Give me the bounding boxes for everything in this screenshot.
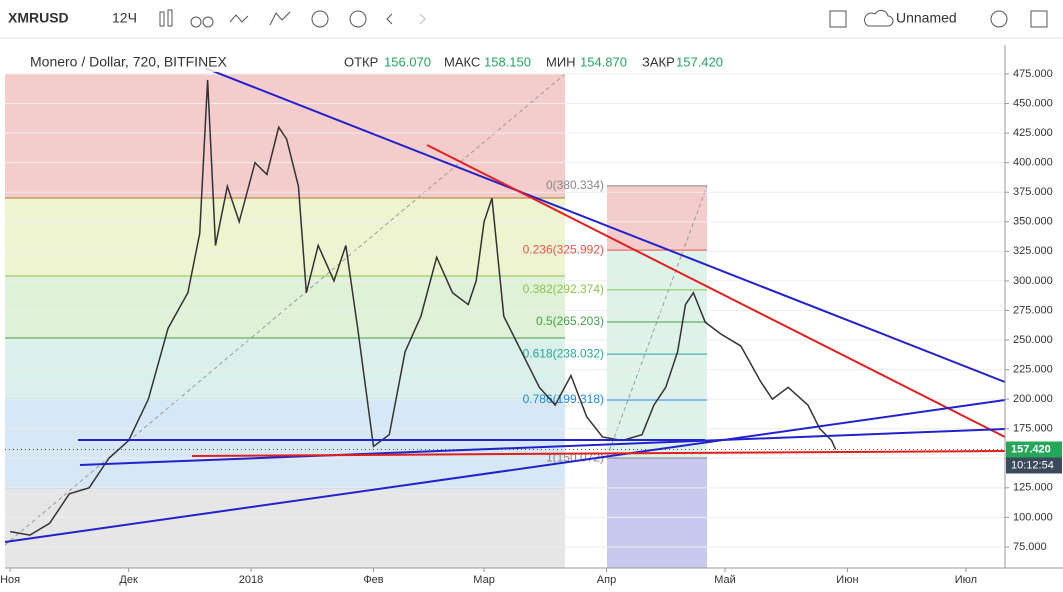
fib-label: 0.618(238.032) <box>523 346 604 360</box>
axes: 75.000100.000125.000150.000175.000200.00… <box>0 68 1062 586</box>
high-value: 158.150 <box>484 54 531 69</box>
trendlines <box>4 67 1006 543</box>
price-axis <box>1005 45 1063 568</box>
x-tick-label: Фев <box>363 574 383 586</box>
countdown-box <box>1006 457 1062 474</box>
fib-right <box>606 185 708 568</box>
x-tick-label: Июл <box>955 574 977 586</box>
y-tick-label: 350.000 <box>1013 216 1053 228</box>
y-tick-label: 300.000 <box>1013 275 1053 287</box>
close-value: 157.420 <box>676 54 723 69</box>
close-label: ЗАКР <box>642 54 675 69</box>
x-tick-label: 2018 <box>239 574 263 586</box>
x-tick-label: Июн <box>836 574 858 586</box>
price-line <box>10 79 837 536</box>
last-price-box <box>1006 441 1062 458</box>
layout-name[interactable]: Unnamed <box>896 10 957 26</box>
y-tick-label: 325.000 <box>1013 245 1053 257</box>
x-tick-label: Мар <box>473 574 495 586</box>
open-value: 156.070 <box>384 54 431 69</box>
y-tick-label: 125.000 <box>1013 482 1053 494</box>
y-tick-label: 75.000 <box>1013 541 1047 553</box>
y-tick-label: 425.000 <box>1013 127 1053 139</box>
legend-title: Monero / Dollar, 720, BITFINEX <box>30 54 228 70</box>
high-label: МАКС <box>444 54 480 69</box>
fib-label: 0.786(199.318) <box>523 392 604 406</box>
toolbar-icons[interactable] <box>159 9 1048 28</box>
toolbar <box>0 0 1063 38</box>
y-tick-label: 375.000 <box>1013 186 1053 198</box>
y-tick-label: 225.000 <box>1013 363 1053 375</box>
y-tick-label: 100.000 <box>1013 511 1053 523</box>
x-tick-label: Апр <box>597 574 616 586</box>
y-tick-label: 450.000 <box>1013 97 1053 109</box>
open-label: ОТКР <box>344 54 378 69</box>
x-tick-label: Ноя <box>0 574 20 586</box>
last-price-label: 157.420 <box>1011 443 1051 455</box>
countdown: 10:12:54 <box>1011 459 1054 471</box>
x-tick-label: Май <box>714 574 736 586</box>
symbol[interactable]: XMRUSD <box>8 10 69 26</box>
fib-label: 0.5(265.203) <box>536 314 604 328</box>
low-value: 154.870 <box>580 54 627 69</box>
low-label: МИН <box>546 54 576 69</box>
legend-bg <box>5 52 735 72</box>
y-tick-label: 475.000 <box>1013 68 1053 80</box>
y-tick-label: 250.000 <box>1013 334 1053 346</box>
fib-label: 0.382(292.374) <box>523 282 604 296</box>
y-tick-label: 400.000 <box>1013 157 1053 169</box>
x-tick-label: Дек <box>119 574 138 586</box>
y-tick-label: 275.000 <box>1013 304 1053 316</box>
interval[interactable]: 12Ч <box>112 10 137 26</box>
y-tick-label: 175.000 <box>1013 423 1053 435</box>
y-tick-label: 200.000 <box>1013 393 1053 405</box>
fib-left <box>4 73 566 568</box>
fib-label: 0.236(325.992) <box>523 242 604 256</box>
fib-label: 0(380.334) <box>546 178 604 192</box>
